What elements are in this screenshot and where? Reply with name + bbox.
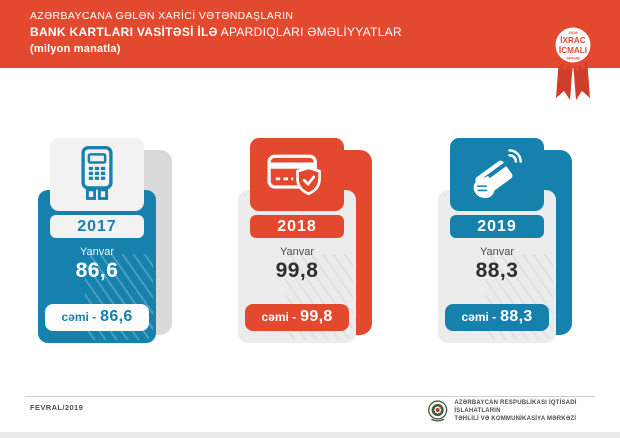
- year-pill: 2019: [450, 215, 544, 238]
- total-label: cəmi -: [61, 310, 97, 324]
- title-line3: (milyon manatla): [30, 43, 121, 55]
- org-line1: AZƏRBAYCAN RESPUBLİKASI İQTİSADİ İSLAHAT…: [454, 400, 577, 414]
- total-label: cəmi -: [261, 310, 297, 324]
- month-label: Yanvar: [279, 246, 315, 258]
- total-pill: cəmi - 99,8: [245, 304, 349, 331]
- footer-org-text: AZƏRBAYCAN RESPUBLİKASI İQTİSADİ İSLAHAT…: [454, 399, 620, 423]
- month-value: 86,6: [75, 259, 119, 282]
- ixrac-icmali-badge: 2019 İXRAC İCMALI YANVAR: [543, 12, 603, 106]
- badge-year: 2019: [569, 30, 579, 35]
- badge-month: YANVAR: [566, 57, 580, 61]
- total-pill: cəmi - 88,3: [445, 304, 549, 331]
- month-value: 99,8: [275, 259, 319, 282]
- credit-card-shield-icon: [250, 138, 344, 211]
- title-line2-bold: BANK KARTLARI VASİTƏSİ İLƏ: [30, 25, 218, 39]
- ribbon-left: [556, 58, 573, 100]
- year-card-2019: 2019 Yanvar 88,3 cəmi - 88,3: [438, 138, 572, 353]
- footer-divider: [25, 396, 595, 397]
- title-line1: AZƏRBAYCANA GƏLƏN XARİCİ VƏTƏNDAŞLARIN: [30, 10, 294, 22]
- month-value: 88,3: [475, 259, 519, 282]
- year-pill: 2017: [50, 215, 144, 238]
- year-card-2017: 2017 Yanvar 86,6 cəmi - 86,6: [38, 138, 172, 353]
- year-card-2018: 2018 Yanvar 99,8 cəmi - 99,8: [238, 138, 372, 353]
- badge-line1: İXRAC: [560, 35, 586, 45]
- state-emblem-icon: [428, 400, 448, 422]
- month-label: Yanvar: [79, 246, 115, 258]
- total-value: 86,6: [100, 308, 133, 325]
- total-label: cəmi -: [461, 310, 497, 324]
- seal-scallop: [547, 19, 599, 71]
- total-pill: cəmi - 86,6: [45, 304, 149, 331]
- badge-line2: İCMALI: [559, 45, 587, 55]
- total-value: 88,3: [500, 308, 533, 325]
- rosette-seal-icon: 2019 İXRAC İCMALI YANVAR: [547, 19, 599, 100]
- footer-org: AZƏRBAYCAN RESPUBLİKASI İQTİSADİ İSLAHAT…: [427, 399, 620, 423]
- title-line2: BANK KARTLARI VASİTƏSİ İLƏ APARDIQLARI Ə…: [30, 24, 620, 41]
- seal-inner: [555, 27, 591, 63]
- org-line2: TƏHLİLİ VƏ KOMMUNİKASİYA MƏRKƏZİ: [454, 416, 577, 422]
- pos-terminal-icon: [50, 138, 144, 211]
- title-line2-regular: APARDIQLARI ƏMƏLİYYATLAR: [220, 25, 402, 39]
- contactless-hand-card-icon: [450, 138, 544, 211]
- header: AZƏRBAYCANA GƏLƏN XARİCİ VƏTƏNDAŞLARIN B…: [0, 0, 620, 68]
- year-pill: 2018: [250, 215, 344, 238]
- total-value: 99,8: [300, 308, 333, 325]
- month-label: Yanvar: [479, 246, 515, 258]
- footer-date: FEVRAL/2019: [30, 403, 84, 412]
- bottom-strip: [0, 432, 620, 438]
